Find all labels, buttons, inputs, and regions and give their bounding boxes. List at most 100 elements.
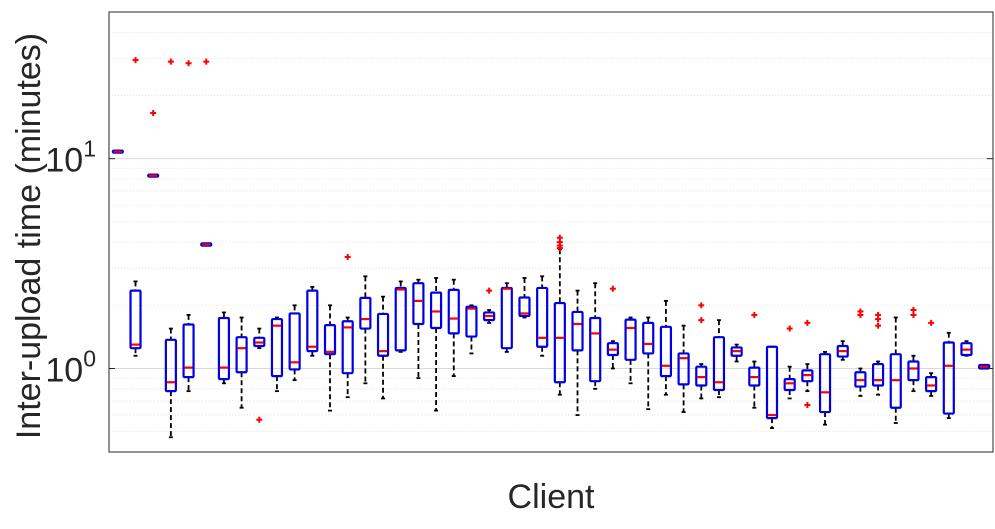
outlier-marker [185,60,192,67]
box-44 [871,311,885,396]
outlier-marker [786,325,793,332]
iqr-box [818,353,832,414]
box-28 [589,282,602,390]
box-32 [659,299,673,396]
iqr-box [925,375,938,393]
y-tick-label: 100 [45,345,96,389]
iqr-box [129,289,142,350]
iqr-box [854,371,867,388]
box-31 [642,316,655,411]
box-8 [235,316,248,409]
outlier-marker [203,58,210,65]
outlier-marker [698,317,705,324]
outlier-marker [132,57,139,64]
iqr-box [323,324,337,356]
box-9 [253,327,266,423]
outlier-marker [486,287,493,294]
iqr-box [217,316,231,381]
iqr-box [447,288,460,335]
box-33 [677,324,690,413]
box-20 [447,278,460,377]
box-39 [783,325,796,400]
box-45 [889,316,902,424]
iqr-box [306,289,319,353]
iqr-box [553,301,566,384]
iqr-box [235,336,248,374]
x-axis-label: Client [508,478,595,516]
iqr-box [836,344,849,358]
box-37 [748,311,761,409]
box-47 [925,319,938,397]
box-35 [712,319,726,399]
iqr-box [253,336,266,348]
outlier-marker [556,234,563,241]
iqr-box [341,320,354,375]
boxplot-boxes [111,57,991,439]
iqr-box [571,310,584,352]
iqr-box [518,296,531,318]
box-14 [341,253,354,399]
iqr-box [871,362,885,387]
outlier-marker [751,311,758,318]
y-tick-exponent: 1 [83,136,96,162]
iqr-box [359,296,372,330]
iqr-box [536,286,549,348]
box-22 [483,287,496,324]
box-13 [323,304,337,412]
outlier-marker [875,322,882,329]
box-42 [836,340,849,361]
iqr-box [642,321,655,355]
iqr-box [376,312,390,357]
box-30 [624,316,637,385]
iqr-box [907,360,920,382]
box-36 [730,343,743,363]
iqr-box [270,317,284,378]
outlier-marker [698,302,705,309]
iqr-box [748,366,761,387]
outlier-marker [857,308,864,315]
iqr-box [783,378,796,392]
box-26 [553,234,566,396]
outlier-marker [875,311,882,318]
box-3 [147,110,160,178]
iqr-box [765,345,779,420]
box-24 [518,277,531,319]
y-axis-ticks: 100 101 [45,136,993,389]
box-17 [394,280,407,353]
plot-frame [108,11,994,453]
box-41 [818,350,832,426]
box-1 [111,149,124,154]
iqr-box [960,342,973,357]
box-4 [164,58,177,439]
outlier-marker [804,319,811,326]
box-18 [412,278,425,380]
box-7 [217,311,231,385]
box-29 [606,285,619,370]
box-21 [465,304,478,355]
y-tick-label: 101 [45,136,96,180]
iqr-box [695,365,708,387]
box-38 [765,345,779,429]
box-27 [571,289,584,416]
y-tick-exponent: 0 [83,345,96,371]
iqr-box [606,342,619,357]
iqr-box [465,305,478,338]
outlier-marker [804,401,811,408]
box-43 [854,308,867,397]
outlier-marker [928,319,935,326]
box-15 [359,275,372,385]
outlier-marker [344,253,351,260]
iqr-box [942,341,955,415]
iqr-box [589,316,602,383]
iqr-box [200,242,213,247]
iqr-box [429,291,443,330]
box-19 [429,277,443,412]
box-46 [907,307,920,393]
box-2 [129,57,142,357]
iqr-box [288,312,301,371]
box-50 [978,363,991,370]
box-11 [288,304,301,382]
iqr-box [412,282,425,326]
iqr-box [889,353,902,409]
iqr-box [730,346,743,357]
